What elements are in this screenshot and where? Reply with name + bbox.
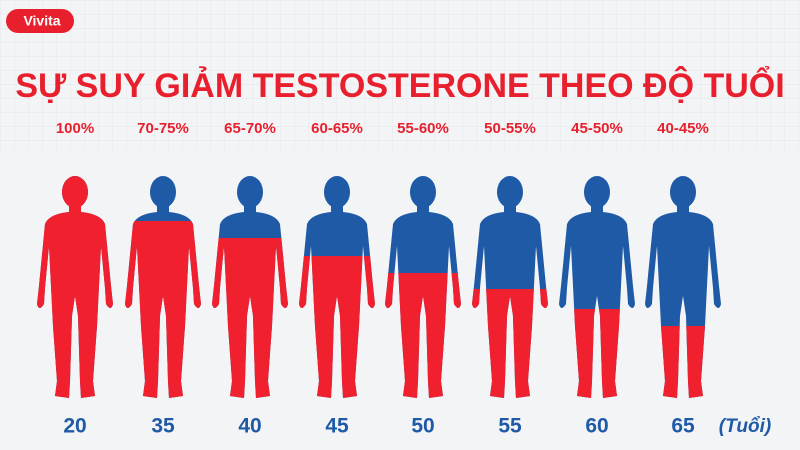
grid-pattern bbox=[0, 0, 800, 150]
percent-label: 55-60% bbox=[397, 120, 449, 137]
percent-label: 60-65% bbox=[311, 120, 363, 137]
age-label: 20 bbox=[63, 415, 86, 438]
percent-label: 100% bbox=[56, 120, 94, 137]
age-label: 55 bbox=[498, 415, 522, 438]
unit-label: (Tuổi) bbox=[719, 416, 771, 437]
age-label: 65 bbox=[671, 415, 695, 438]
age-label: 45 bbox=[325, 415, 349, 438]
age-label: 35 bbox=[151, 415, 175, 438]
percent-label: 70-75% bbox=[137, 120, 189, 137]
percent-label: 50-55% bbox=[484, 120, 536, 137]
age-label: 60 bbox=[585, 415, 608, 438]
percent-label: 45-50% bbox=[571, 120, 623, 137]
age-label: 40 bbox=[238, 415, 261, 438]
age-label: 50 bbox=[411, 415, 434, 438]
percent-label: 65-70% bbox=[224, 120, 276, 137]
percent-label: 40-45% bbox=[657, 120, 709, 137]
logo-badge bbox=[6, 9, 74, 33]
title: SỰ SUY GIẢM TESTOSTERONE THEO ĐỘ TUỔI bbox=[15, 66, 784, 105]
logo: Vivita bbox=[23, 13, 60, 29]
